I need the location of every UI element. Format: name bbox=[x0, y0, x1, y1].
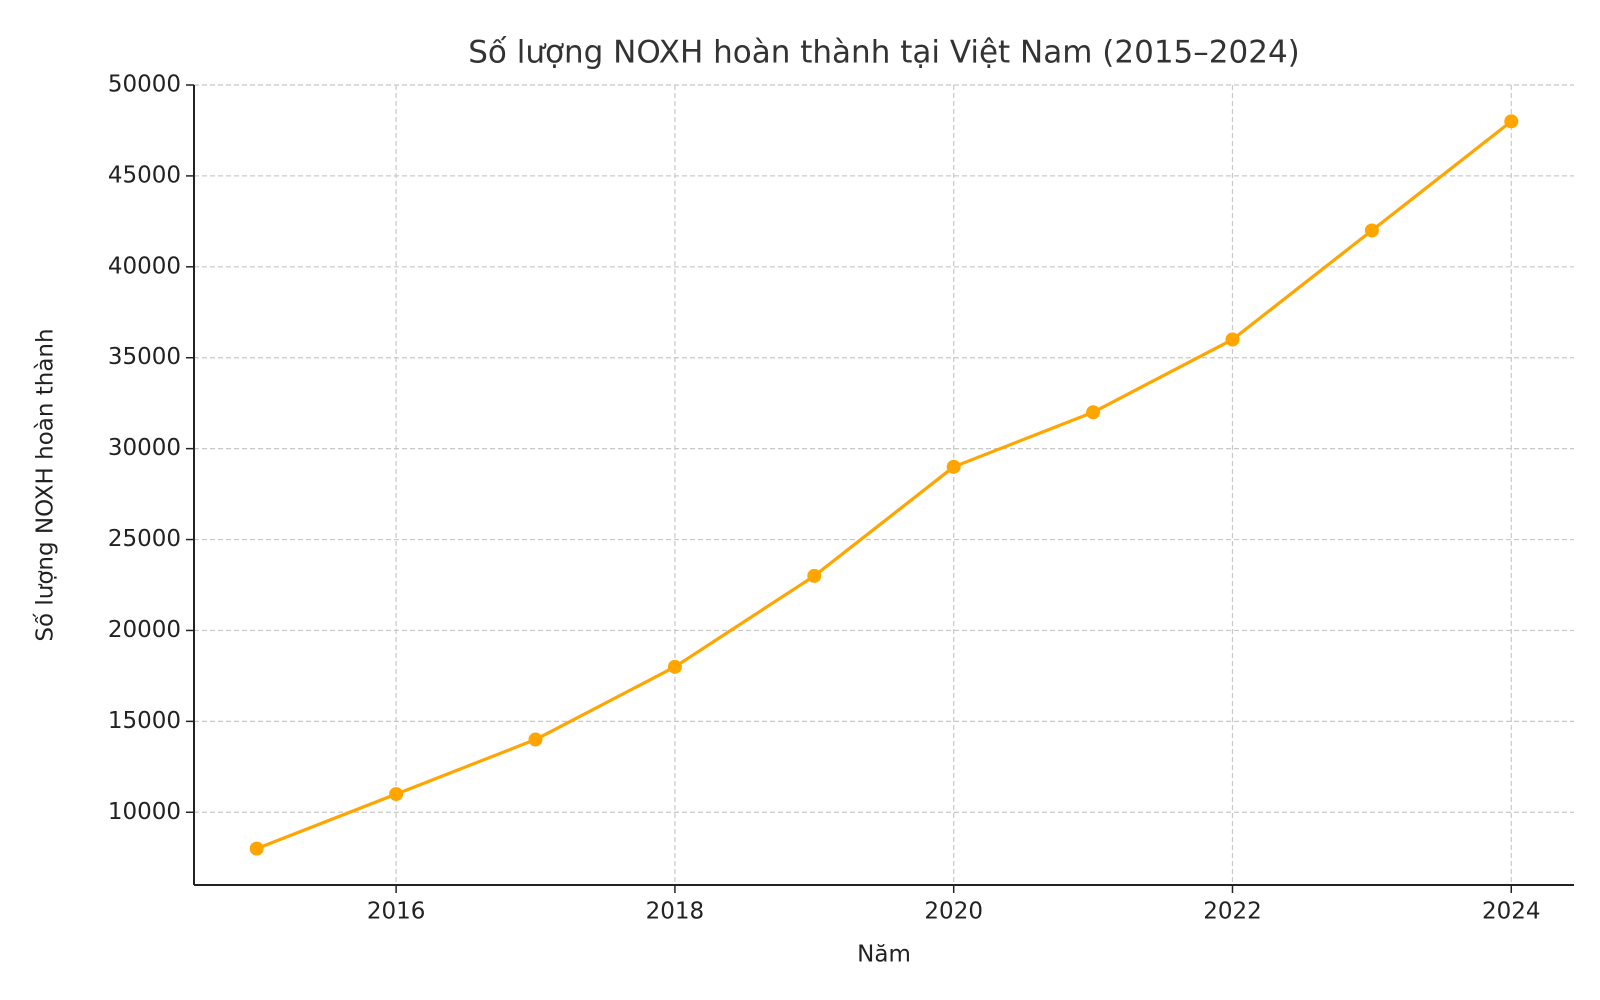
y-axis-label: Số lượng NOXH hoàn thành bbox=[33, 328, 59, 641]
data-point bbox=[667, 659, 682, 674]
data-point bbox=[807, 568, 822, 583]
x-tick-label: 2016 bbox=[367, 899, 426, 925]
chart-title: Số lượng NOXH hoàn thành tại Việt Nam (2… bbox=[468, 35, 1300, 71]
x-tick-label: 2022 bbox=[1203, 899, 1262, 925]
y-tick-label: 35000 bbox=[108, 344, 181, 370]
y-tick-label: 15000 bbox=[108, 708, 181, 734]
data-point bbox=[1364, 223, 1379, 238]
y-tick-label: 45000 bbox=[108, 162, 181, 188]
x-tick-label: 2020 bbox=[924, 899, 983, 925]
y-tick-label: 30000 bbox=[108, 435, 181, 461]
y-tick-label: 20000 bbox=[108, 617, 181, 643]
data-point bbox=[1225, 332, 1240, 347]
y-tick-label: 25000 bbox=[108, 526, 181, 552]
x-tick-label: 2024 bbox=[1482, 899, 1541, 925]
x-tick-label: 2018 bbox=[646, 899, 705, 925]
data-point bbox=[249, 841, 264, 856]
data-point bbox=[389, 787, 404, 802]
x-axis-label: Năm bbox=[857, 942, 911, 968]
data-point bbox=[1504, 114, 1519, 129]
y-tick-label: 40000 bbox=[108, 253, 181, 279]
data-point bbox=[528, 732, 543, 747]
data-point bbox=[1086, 405, 1101, 420]
y-tick-label: 50000 bbox=[108, 72, 181, 98]
y-tick-label: 10000 bbox=[108, 799, 181, 825]
data-point bbox=[946, 459, 961, 474]
data-line bbox=[256, 120, 1513, 851]
